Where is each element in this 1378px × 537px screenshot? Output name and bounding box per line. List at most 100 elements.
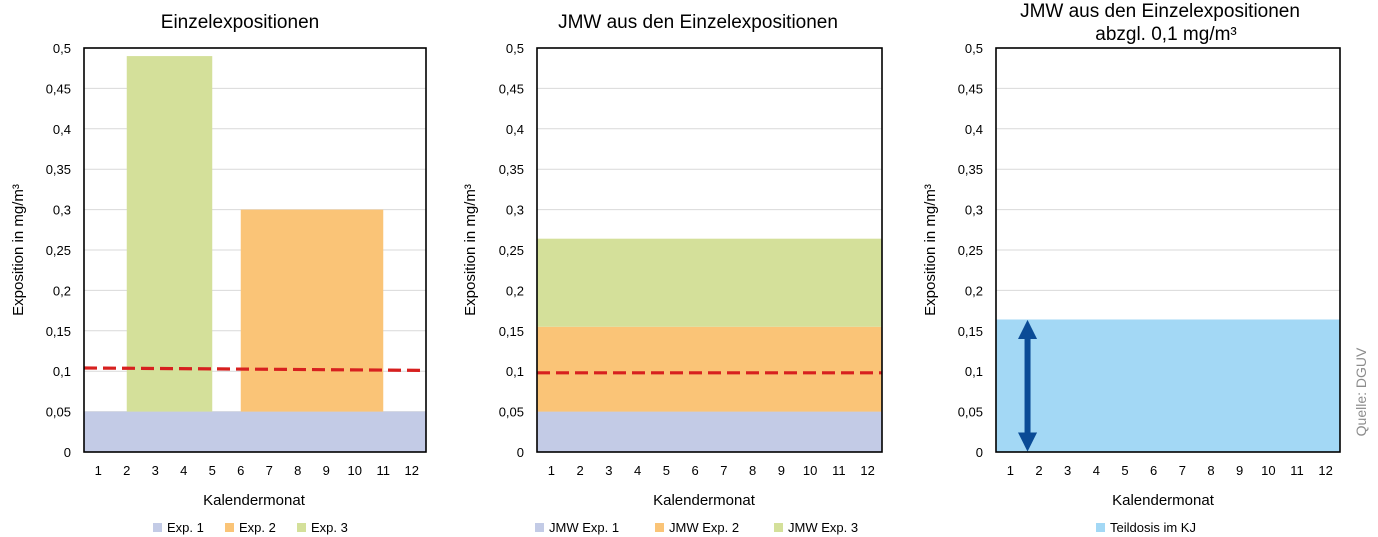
y-tick-label: 0,05 [46, 405, 71, 420]
source-note: Quelle: DGUV [1353, 347, 1369, 436]
x-tick-label: 9 [323, 463, 330, 478]
band-jmw-exp-2 [537, 326, 882, 412]
bar-exp-1 [84, 411, 426, 452]
x-tick-label: 3 [605, 463, 612, 478]
y-tick-label: 0 [64, 445, 71, 460]
x-tick-label: 10 [348, 463, 362, 478]
y-tick-label: 0,35 [499, 162, 524, 177]
x-tick-label: 8 [1207, 463, 1214, 478]
legend-swatch [535, 523, 544, 532]
band-jmw-exp-1 [537, 411, 882, 452]
legend-label: JMW Exp. 1 [549, 520, 619, 535]
legend-label: JMW Exp. 3 [788, 520, 858, 535]
chart-jmw-minus-0-1: JMW aus den Einzelexpositionen abzgl. 0,… [922, 1, 1341, 535]
y-tick-label: 0,45 [46, 81, 71, 96]
x-tick-label: 10 [1261, 463, 1275, 478]
x-tick-label: 12 [405, 463, 419, 478]
x-tick-label: 6 [237, 463, 244, 478]
y-tick-label: 0,5 [965, 41, 983, 56]
legend-swatch [225, 523, 234, 532]
reference-line [83, 366, 427, 372]
bar-exp-2 [240, 209, 384, 412]
legend-swatch [774, 523, 783, 532]
y-tick-label: 0,1 [965, 364, 983, 379]
y-tick-label: 0,25 [958, 243, 983, 258]
y-tick-label: 0,35 [958, 162, 983, 177]
x-tick-label: 11 [832, 463, 846, 478]
y-tick-label: 0,35 [46, 162, 71, 177]
y-tick-label: 0 [976, 445, 983, 460]
y-tick-label: 0,3 [506, 203, 524, 218]
x-tick-label: 8 [294, 463, 301, 478]
x-tick-label: 12 [1318, 463, 1332, 478]
x-tick-label: 1 [548, 463, 555, 478]
y-tick-label: 0,3 [53, 203, 71, 218]
legend-label: Exp. 3 [311, 520, 348, 535]
y-tick-label: 0,5 [506, 41, 524, 56]
y-tick-label: 0,45 [958, 81, 983, 96]
y-tick-label: 0,3 [965, 203, 983, 218]
y-tick-label: 0,2 [506, 283, 524, 298]
y-tick-label: 0 [517, 445, 524, 460]
legend-label: Exp. 1 [167, 520, 204, 535]
x-tick-label: 4 [180, 463, 187, 478]
x-tick-label: 1 [95, 463, 102, 478]
y-axis-label: Exposition in mg/m³ [462, 184, 479, 316]
y-tick-label: 0,2 [53, 283, 71, 298]
x-tick-label: 2 [577, 463, 584, 478]
legend-swatch [153, 523, 162, 532]
y-tick-label: 0,05 [958, 405, 983, 420]
y-tick-label: 0,15 [958, 324, 983, 339]
x-axis-label: Kalendermonat [1112, 492, 1215, 509]
chart-title: JMW aus den Einzelexpositionen [1020, 1, 1300, 22]
chart-jmw: JMW aus den Einzelexpositionen Kalenderm… [462, 12, 883, 535]
x-tick-label: 4 [634, 463, 641, 478]
y-tick-label: 0,45 [499, 81, 524, 96]
plot-frame [536, 47, 883, 453]
band-jmw-exp-3 [537, 238, 882, 327]
y-tick-label: 0,25 [46, 243, 71, 258]
y-tick-label: 0,2 [965, 283, 983, 298]
x-tick-label: 10 [803, 463, 817, 478]
plot-frame [83, 47, 427, 453]
x-tick-label: 9 [778, 463, 785, 478]
legend-swatch [297, 523, 306, 532]
legend-label: JMW Exp. 2 [669, 520, 739, 535]
y-axis-label: Exposition in mg/m³ [10, 184, 27, 316]
bar-exp-3 [126, 56, 213, 412]
x-tick-label: 3 [152, 463, 159, 478]
legend-swatch [655, 523, 664, 532]
x-tick-label: 3 [1064, 463, 1071, 478]
y-tick-label: 0,25 [499, 243, 524, 258]
chart-subtitle: abzgl. 0,1 mg/m³ [1095, 24, 1237, 45]
x-tick-label: 2 [123, 463, 130, 478]
x-tick-label: 5 [1121, 463, 1128, 478]
y-tick-label: 0,1 [506, 364, 524, 379]
x-tick-label: 7 [1179, 463, 1186, 478]
x-tick-label: 4 [1093, 463, 1100, 478]
y-tick-label: 0,5 [53, 41, 71, 56]
y-tick-label: 0,1 [53, 364, 71, 379]
x-tick-label: 2 [1035, 463, 1042, 478]
chart-title: JMW aus den Einzelexpositionen [558, 12, 838, 33]
x-tick-label: 5 [663, 463, 670, 478]
x-tick-label: 9 [1236, 463, 1243, 478]
y-tick-label: 0,05 [499, 405, 524, 420]
x-tick-label: 5 [209, 463, 216, 478]
x-axis-label: Kalendermonat [653, 492, 756, 509]
x-tick-label: 11 [1290, 463, 1304, 478]
y-tick-label: 0,15 [46, 324, 71, 339]
x-tick-label: 8 [749, 463, 756, 478]
x-axis-label: Kalendermonat [203, 492, 306, 509]
legend-swatch [1096, 523, 1105, 532]
x-tick-label: 6 [1150, 463, 1157, 478]
x-tick-label: 11 [377, 463, 391, 478]
chart-title: Einzelexpositionen [161, 12, 319, 33]
legend-label: Exp. 2 [239, 520, 276, 535]
y-tick-label: 0,4 [506, 122, 524, 137]
y-tick-label: 0,4 [965, 122, 983, 137]
chart-einzelexpositionen: Einzelexpositionen Kalendermonat Exposit… [10, 12, 427, 535]
y-tick-label: 0,15 [499, 324, 524, 339]
plot-frame [995, 47, 1341, 453]
